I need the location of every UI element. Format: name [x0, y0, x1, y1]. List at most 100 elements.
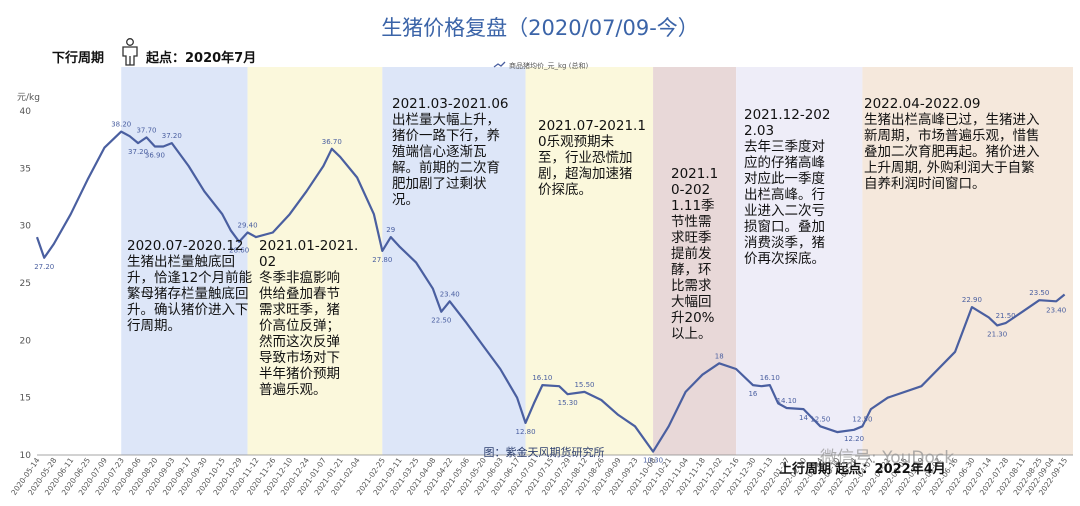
annotation-line: 况。	[392, 192, 419, 208]
annotation-line: 价再次探底。	[744, 251, 825, 267]
data-label: 23.50	[1029, 289, 1049, 297]
data-label: 12.50	[852, 415, 872, 423]
annotation-line: 然而这次反弹	[259, 334, 340, 350]
period-band-4	[525, 67, 654, 455]
annotation-2021-01: 2021.01-2021. 02 冬季非瘟影响 供给叠加春节 需求旺季，猪 价高位反弹；然…	[259, 238, 358, 398]
data-label: 21.50	[996, 312, 1016, 320]
annotation-line: 导致市场对下	[259, 350, 340, 366]
annotation-line: 生猪出栏量触底回	[127, 254, 235, 270]
price-series-line	[35, 130, 1066, 453]
annotation-line: 02	[259, 254, 277, 270]
data-label: 22.90	[962, 296, 982, 304]
data-label: 16.10	[532, 374, 552, 382]
annotation-line: 提前发	[671, 246, 712, 262]
down-cycle-label: 下行周期	[52, 51, 105, 66]
period-band-3	[382, 67, 526, 455]
annotation-line: 2021.1	[671, 166, 719, 182]
person-icon	[122, 38, 138, 66]
annotation-line: 出栏量大幅上升，	[392, 112, 500, 128]
data-label: 29	[386, 226, 395, 234]
y-tick-label: 35	[20, 164, 31, 174]
annotation-line: 上升周期, 外购利润大于自繁	[864, 160, 1035, 176]
data-label: 21.30	[987, 330, 1007, 338]
y-tick-label: 20	[20, 336, 32, 346]
y-tick-label: 10	[20, 451, 32, 461]
annotation-2021-07: 2021.07-2021.1 0乐观预期未 至，行业恐慌加 剧，超淘加速猪 价探底。	[538, 118, 646, 198]
annotation-line: 2021.12-202	[744, 107, 831, 123]
data-label: 36.90	[145, 152, 165, 160]
annotation-line: 大幅回	[671, 294, 712, 310]
data-label: 29.40	[238, 222, 258, 230]
annotation-2021-12: 2021.12-202 2.03 去年三季度对 应的仔猪高峰 对应此一季度 出栏高峰。行业…	[744, 107, 830, 267]
y-axis-label: 元/kg	[17, 93, 40, 103]
annotation-line: 供给叠加春节	[259, 286, 340, 302]
annotation-line: 0-202	[671, 182, 711, 198]
data-label: 18	[715, 352, 724, 360]
annotation-line: 普遍乐观。	[259, 382, 327, 398]
annotation-line: 自养利润时间窗口。	[864, 176, 986, 192]
annotation-line: 1.11季	[671, 198, 715, 214]
period-band-2	[247, 67, 383, 455]
annotation-line: 肥加剧了过剩状	[392, 176, 487, 192]
watermark: 微信号: YouDock	[820, 448, 955, 468]
annotation-line: 升。确认猪价进入下	[127, 302, 249, 318]
y-tick-label: 30	[20, 222, 32, 232]
annotation-line: 2021.07-2021.1	[538, 118, 646, 134]
annotation-line: 节性需	[671, 214, 712, 230]
data-label: 23.40	[440, 290, 460, 298]
data-label: 37.20	[128, 148, 148, 156]
annotation-line: 行周期。	[127, 318, 181, 334]
y-tick-label: 40	[20, 107, 32, 117]
annotation-line: 生猪出栏高峰已过，生猪进入	[864, 112, 1040, 128]
data-label: 12.80	[515, 428, 535, 436]
annotation-line: 新周期，市场普遍乐观，惜售	[864, 128, 1040, 144]
annotation-2021-10: 2021.1 0-202 1.11季 节性需 求旺季 提前发 酵，环 比需求 大幅回 升20% 以上…	[671, 166, 718, 342]
annotation-line: 2022.04-2022.09	[864, 96, 981, 112]
legend-line-icon	[493, 61, 506, 68]
annotation-2022-04: 2022.04-2022.09 生猪出栏高峰已过，生猪进入 新周期，市场普遍乐观，惜…	[864, 96, 1040, 192]
annotation-line: 比需求	[671, 278, 712, 294]
data-label: 37.70	[136, 126, 156, 134]
annotation-line: 冬季非瘟影响	[259, 270, 340, 286]
data-label: 38.20	[111, 121, 131, 129]
annotation-line: 2021.01-2021.	[259, 238, 359, 254]
annotation-line: 升，恰逢12个月前能	[127, 270, 253, 286]
annotation-2020-07: 2020.07-2020.12 生猪出栏量触底回 升，恰逢12个月前能 繁母猪存栏量触…	[127, 238, 252, 334]
period-band-7	[862, 67, 1073, 455]
data-label: 10.30	[643, 457, 663, 465]
period-bands	[121, 67, 1073, 455]
annotation-line: 升20%	[671, 310, 715, 326]
data-label: 37.20	[162, 132, 182, 140]
data-label: 15.30	[558, 399, 578, 407]
y-tick-label: 25	[20, 279, 31, 289]
annotation-line: 去年三季度对	[744, 139, 825, 155]
data-label: 16.10	[760, 374, 780, 382]
legend: 商品猪均价_元_kg (总和)	[493, 61, 588, 70]
data-label: 15.50	[574, 381, 594, 389]
data-label: 14	[799, 414, 808, 422]
data-label: 12.20	[844, 435, 864, 443]
annotation-line: 业进入二次亏	[744, 203, 825, 219]
annotation-line: 对应此一季度	[744, 171, 825, 187]
up-cycle-label: 上行周期 起点：2022年4月	[779, 462, 946, 477]
data-label: 23.40	[1046, 306, 1066, 314]
annotation-line: 损窗口。叠加	[744, 219, 825, 235]
data-label: 28.60	[229, 247, 249, 255]
data-label: 27.80	[372, 256, 392, 264]
legend-label: 商品猪均价_元_kg (总和)	[509, 61, 588, 70]
annotation-2021-03: 2021.03-2021.06 出栏量大幅上升， 猪价一路下行，养 殖端信心逐渐瓦 解。…	[392, 96, 509, 208]
annotation-line: 消费淡季，猪	[744, 235, 825, 251]
annotation-line: 猪价一路下行，养	[392, 128, 500, 144]
annotation-line: 价探底。	[538, 182, 592, 198]
annotation-line: 解。前期的二次育	[392, 160, 500, 176]
annotation-line: 半年猪价预期	[259, 366, 340, 382]
annotation-line: 价高位反弹；	[259, 318, 340, 334]
data-label: 16	[748, 390, 757, 398]
data-label: 27.20	[34, 263, 54, 271]
y-tick-label: 15	[20, 394, 31, 404]
annotation-line: 叠加二次育肥再起。猪价进入	[864, 144, 1040, 160]
annotation-line: 0乐观预期未	[538, 134, 615, 150]
annotation-line: 繁母猪存栏量触底回	[127, 286, 249, 302]
